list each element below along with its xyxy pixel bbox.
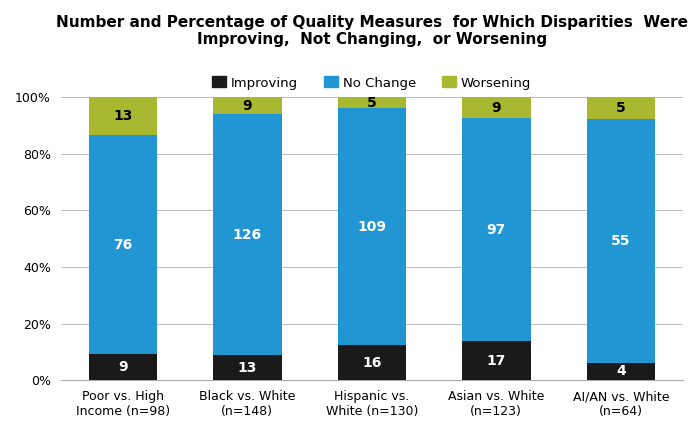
Bar — [89, 354, 157, 380]
Text: 9: 9 — [118, 360, 128, 374]
Text: 9: 9 — [242, 99, 252, 113]
Bar — [462, 118, 530, 341]
Bar — [338, 108, 406, 346]
Bar — [586, 362, 655, 380]
Text: 17: 17 — [487, 354, 506, 368]
Bar — [213, 355, 281, 380]
Title: Number and Percentage of Quality Measures  for Which Disparities  Were
Improving: Number and Percentage of Quality Measure… — [56, 15, 688, 47]
Bar — [338, 97, 406, 108]
Bar — [338, 346, 406, 380]
Bar — [462, 97, 530, 118]
Text: 76: 76 — [113, 238, 133, 252]
Text: 13: 13 — [237, 361, 257, 375]
Text: 97: 97 — [487, 223, 506, 236]
Bar — [213, 114, 281, 355]
Text: 16: 16 — [362, 356, 382, 370]
Text: 5: 5 — [367, 96, 377, 110]
Text: 109: 109 — [357, 220, 386, 234]
Bar — [586, 97, 655, 120]
Text: 4: 4 — [616, 365, 625, 378]
Bar — [586, 120, 655, 362]
Text: 126: 126 — [232, 228, 262, 242]
Bar — [213, 97, 281, 114]
Legend: Improving, No Change, Worsening: Improving, No Change, Worsening — [207, 71, 537, 95]
Bar — [462, 341, 530, 380]
Text: 5: 5 — [616, 101, 625, 115]
Text: 13: 13 — [113, 109, 133, 123]
Text: 55: 55 — [611, 234, 630, 248]
Bar — [89, 97, 157, 135]
Text: 9: 9 — [491, 100, 501, 115]
Bar — [89, 135, 157, 354]
